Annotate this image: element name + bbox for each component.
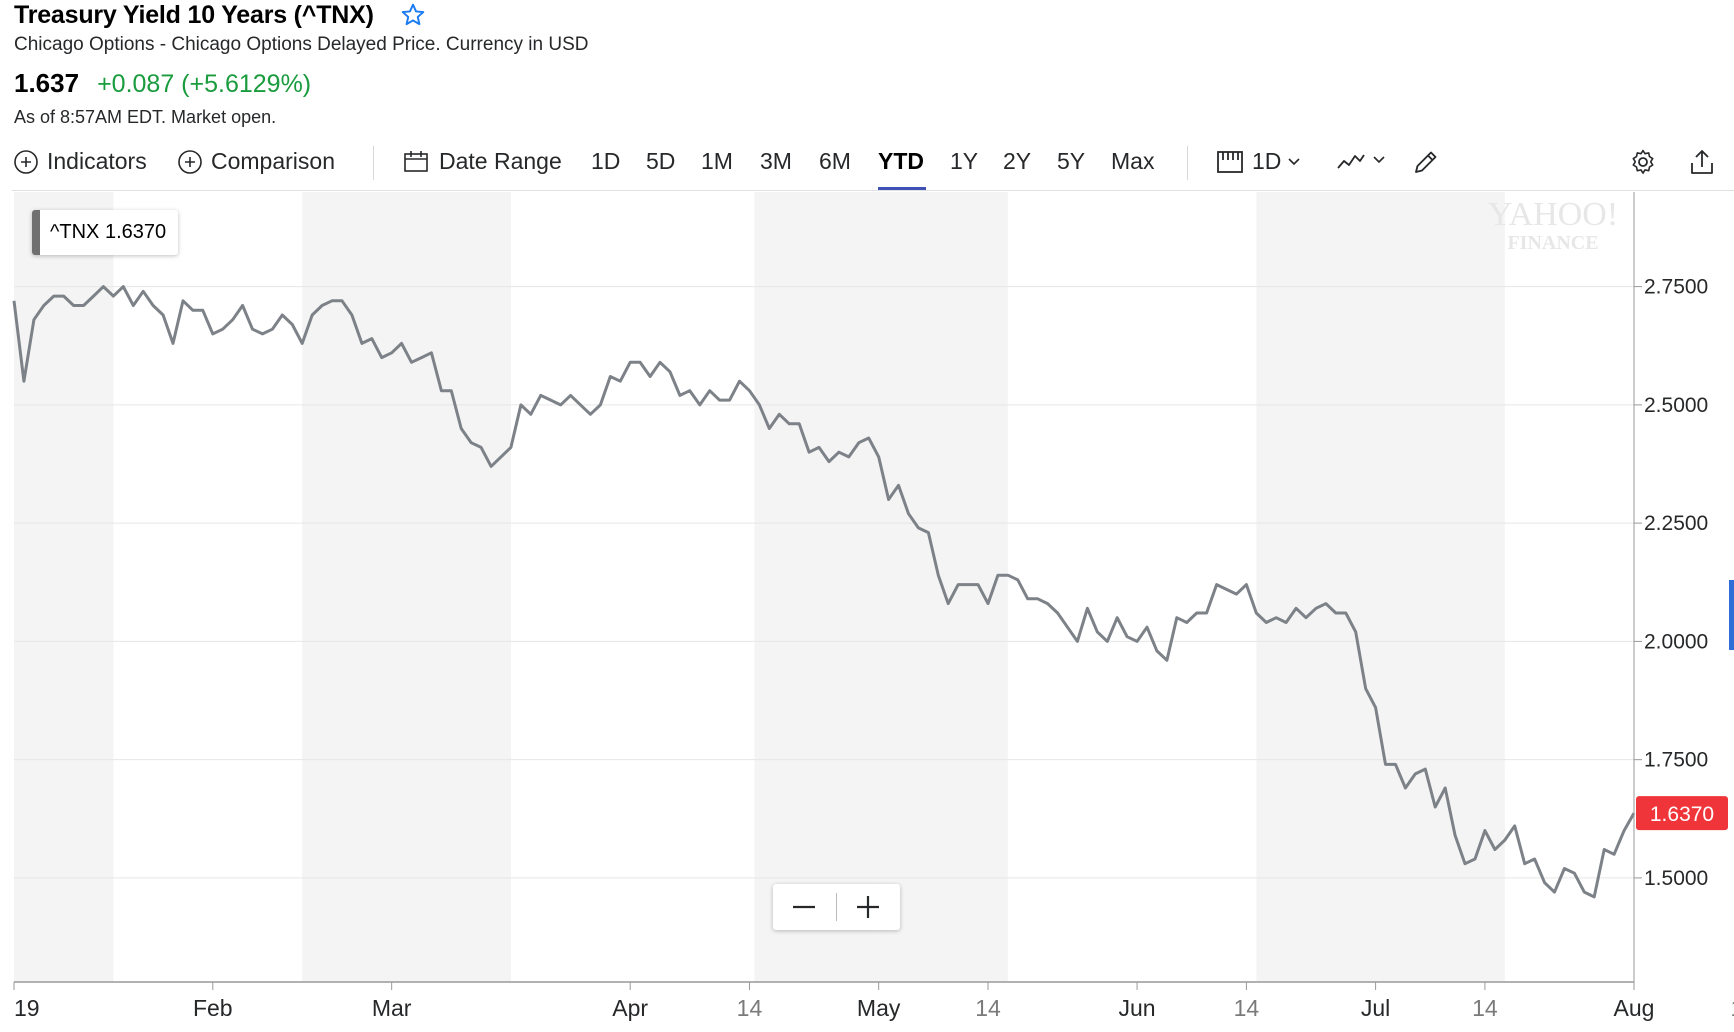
x-tick-label: Mar: [372, 995, 412, 1021]
x-tick-label: 14: [1472, 995, 1498, 1021]
tooltip-symbol: ^TNX: [50, 221, 100, 243]
y-tick-label: 2.0000: [1644, 630, 1708, 653]
gear-icon: [1632, 149, 1654, 174]
quote-price: 1.637: [14, 68, 80, 98]
price-series-line: [12, 285, 1636, 899]
range-tab-2y[interactable]: 2Y: [1003, 148, 1032, 174]
chart-type-dropdown[interactable]: [1336, 148, 1386, 172]
settings-button[interactable]: [1629, 148, 1657, 176]
quote-title: Treasury Yield 10 Years (^TNX): [14, 0, 374, 29]
toolbar-divider: [373, 146, 374, 180]
plus-circle-icon: [14, 149, 38, 174]
range-tab-ytd[interactable]: YTD: [878, 148, 924, 174]
x-tick-label: Feb: [193, 995, 233, 1021]
x-tick-label: May: [857, 995, 901, 1021]
y-tick-label: 1.5000: [1644, 867, 1708, 890]
plus-circle-icon: [178, 149, 202, 174]
zoom-divider: [836, 893, 837, 921]
pencil-icon: [1415, 151, 1437, 173]
month-band: [1375, 192, 1505, 982]
month-bands: [14, 192, 1505, 982]
toolbar-divider: [1187, 146, 1188, 180]
month-band: [14, 192, 114, 982]
minus-icon: [793, 905, 815, 909]
interval-dropdown[interactable]: 1D: [1216, 148, 1301, 175]
range-tab-5y[interactable]: 5Y: [1057, 148, 1086, 174]
month-band: [1256, 192, 1376, 982]
month-band: [391, 192, 511, 982]
x-tick-label: Aug: [1614, 995, 1655, 1021]
indicators-button[interactable]: Indicators: [13, 148, 147, 175]
yahoo-finance-watermark-sub: FINANCE: [1507, 232, 1598, 254]
chevron-down-icon: [1288, 157, 1300, 165]
x-tick-label: 14: [975, 995, 1001, 1021]
range-tab-1m[interactable]: 1M: [701, 148, 733, 174]
plus-icon: [857, 896, 879, 918]
tooltip-value: 1.6370: [104, 221, 167, 243]
grid-lines: [14, 286, 1634, 879]
candle-interval-icon: [1217, 150, 1243, 173]
x-tick-label: Jun: [1119, 995, 1156, 1021]
x-tick-label: 14: [737, 995, 763, 1021]
chart-toolbar: Indicators Comparison Date Range 1D 5D 1…: [0, 140, 1734, 191]
share-button[interactable]: [1689, 148, 1715, 176]
zoom-in-button[interactable]: [837, 884, 899, 930]
indicators-label: Indicators: [47, 148, 147, 174]
x-axis: 19FebMarApr14May14Jun14Jul14Aug14Sep: [13, 981, 1734, 1021]
crosshair-tooltip: ^TNX 1.6370: [32, 210, 179, 255]
star-icon[interactable]: [400, 2, 426, 28]
draw-button[interactable]: [1412, 148, 1440, 176]
y-axis: 2.7500 2.5000 2.2500 2.0000 1.7500 1.5000: [1633, 192, 1708, 982]
y-tick-label: 2.7500: [1644, 276, 1708, 299]
last-price-badge: [1636, 796, 1728, 831]
comparison-button[interactable]: Comparison: [177, 148, 335, 175]
range-tab-1d[interactable]: 1D: [591, 148, 621, 174]
share-icon: [1691, 150, 1713, 174]
quote-as-of: As of 8:57AM EDT. Market open.: [14, 107, 277, 127]
yahoo-finance-watermark: YAHOO!: [1488, 196, 1618, 233]
active-tab-indicator: [878, 187, 926, 191]
scroll-handle[interactable]: [1729, 580, 1734, 650]
line-chart-icon: [1337, 154, 1365, 169]
last-price-label: 1.6370: [1636, 796, 1728, 831]
range-tab-max[interactable]: Max: [1111, 148, 1155, 174]
chevron-down-icon: [1373, 156, 1385, 164]
y-tick-label: 2.2500: [1644, 512, 1708, 535]
quote-change: +0.087 (+5.6129%): [97, 70, 312, 98]
calendar-icon: [404, 150, 428, 172]
last-price-text: 1.6370: [1650, 803, 1714, 826]
x-tick-label: Apr: [612, 995, 648, 1021]
zoom-out-button[interactable]: [773, 884, 835, 930]
x-tick-label: 14: [1234, 995, 1260, 1021]
yield-chart[interactable]: YAHOO! FINANCE 2.7500 2.5000 2.2500 2.0000 1…: [0, 190, 1734, 1032]
x-tick-label: 14: [1731, 995, 1734, 1021]
x-tick-label: 19: [14, 995, 40, 1021]
y-tick-label: 1.7500: [1644, 749, 1708, 772]
comparison-label: Comparison: [211, 148, 335, 174]
zoom-control: [773, 884, 900, 930]
range-tab-6m[interactable]: 6M: [819, 148, 851, 174]
range-tab-1y[interactable]: 1Y: [950, 148, 979, 174]
toolbar-border: [12, 190, 1734, 191]
range-tab-3m[interactable]: 3M: [760, 148, 792, 174]
date-range-label: Date Range: [439, 148, 562, 174]
y-tick-label: 2.5000: [1644, 394, 1708, 417]
date-range-button[interactable]: Date Range: [403, 148, 562, 175]
interval-label: 1D: [1252, 148, 1282, 174]
x-tick-label: Jul: [1361, 995, 1390, 1021]
month-band: [754, 192, 879, 982]
quote-subtitle: Chicago Options - Chicago Options Delaye…: [14, 34, 589, 55]
month-band: [302, 192, 392, 982]
quote-header: Treasury Yield 10 Years (^TNX) Chicago O…: [14, 0, 588, 128]
range-tab-5d[interactable]: 5D: [646, 148, 676, 174]
